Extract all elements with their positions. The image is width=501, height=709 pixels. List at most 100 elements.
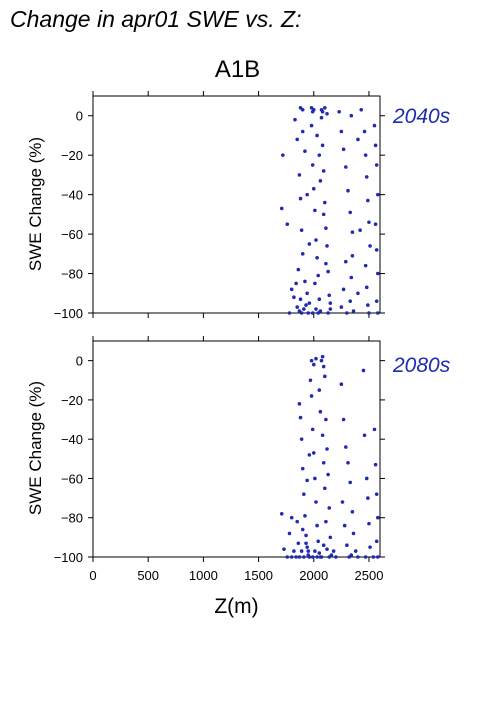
data-point <box>297 402 302 406</box>
data-point <box>367 311 371 315</box>
data-point <box>326 472 330 477</box>
data-point <box>340 500 345 504</box>
data-point <box>350 510 355 514</box>
data-point <box>296 267 301 272</box>
data-point <box>295 519 300 524</box>
data-point <box>287 531 292 536</box>
period-label-2040s: 2040s <box>393 105 451 128</box>
data-point <box>305 291 309 296</box>
data-point <box>320 354 325 359</box>
data-point <box>327 555 332 559</box>
data-point <box>305 192 309 197</box>
data-point <box>310 427 315 432</box>
data-point <box>324 417 328 422</box>
data-point <box>285 222 290 227</box>
data-point <box>306 311 311 315</box>
data-point <box>320 143 325 148</box>
data-point <box>298 196 303 201</box>
data-point <box>299 311 304 315</box>
y-tick-label: 0 <box>76 354 83 369</box>
data-point <box>345 311 349 315</box>
data-point <box>343 165 348 169</box>
data-point <box>313 281 317 286</box>
data-point <box>366 198 370 203</box>
data-point <box>317 551 322 555</box>
data-point <box>316 311 320 315</box>
data-point <box>356 555 360 559</box>
data-point <box>323 106 327 110</box>
data-point <box>315 133 319 138</box>
data-point <box>295 305 300 309</box>
data-point <box>310 311 315 315</box>
data-point <box>307 453 312 457</box>
data-point <box>319 115 324 120</box>
data-point <box>374 299 379 303</box>
data-point <box>297 173 302 177</box>
data-point <box>300 527 305 532</box>
data-point <box>310 109 315 114</box>
data-point <box>348 480 352 485</box>
data-point <box>363 153 368 157</box>
data-point <box>279 206 284 211</box>
y-tick-label: 0 <box>76 109 83 124</box>
data-point <box>306 549 311 553</box>
data-point <box>362 129 367 134</box>
x-tick-label: 2500 <box>355 568 384 583</box>
page-title: Change in apr01 SWE vs. Z: <box>10 6 302 32</box>
data-point <box>350 230 355 234</box>
data-point <box>339 305 344 309</box>
data-point <box>368 545 372 549</box>
data-point <box>318 179 323 183</box>
data-point <box>282 547 286 551</box>
data-point <box>373 222 378 227</box>
y-tick-label: −80 <box>61 511 83 526</box>
data-point <box>320 109 325 114</box>
data-point <box>359 108 364 112</box>
data-point <box>315 555 319 559</box>
data-point <box>350 253 355 258</box>
data-point <box>346 188 350 193</box>
data-point <box>314 356 318 361</box>
data-point <box>307 301 312 305</box>
data-point <box>363 263 368 268</box>
data-point <box>364 476 369 481</box>
data-point <box>349 113 354 118</box>
data-point <box>345 543 349 548</box>
data-point <box>364 285 369 290</box>
data-point <box>305 545 309 549</box>
data-point <box>279 512 284 516</box>
data-point <box>343 259 348 264</box>
data-point <box>300 108 305 112</box>
data-point <box>313 476 317 481</box>
y-tick-label: −60 <box>61 227 83 242</box>
data-point <box>339 382 344 387</box>
data-point <box>303 149 307 154</box>
data-point <box>342 523 347 528</box>
data-point <box>358 228 362 232</box>
data-point <box>289 287 294 292</box>
data-point <box>325 447 329 451</box>
data-point <box>327 293 332 298</box>
data-point <box>326 269 330 274</box>
data-point <box>356 291 360 296</box>
y-tick-label: −100 <box>54 306 83 321</box>
data-point <box>309 123 314 128</box>
data-point <box>302 307 306 311</box>
data-point <box>323 374 327 379</box>
data-point <box>287 311 292 315</box>
data-point <box>341 147 346 152</box>
data-point <box>375 555 380 559</box>
data-point <box>375 515 380 520</box>
data-point <box>368 244 372 248</box>
plot-frame-2040s <box>92 95 381 314</box>
data-point <box>304 541 308 546</box>
data-point <box>308 378 313 383</box>
data-point <box>285 555 290 559</box>
data-point <box>299 228 304 232</box>
data-point <box>374 248 379 252</box>
data-point <box>299 437 304 441</box>
data-point <box>307 242 312 246</box>
data-point <box>304 533 308 538</box>
data-point <box>318 409 323 414</box>
